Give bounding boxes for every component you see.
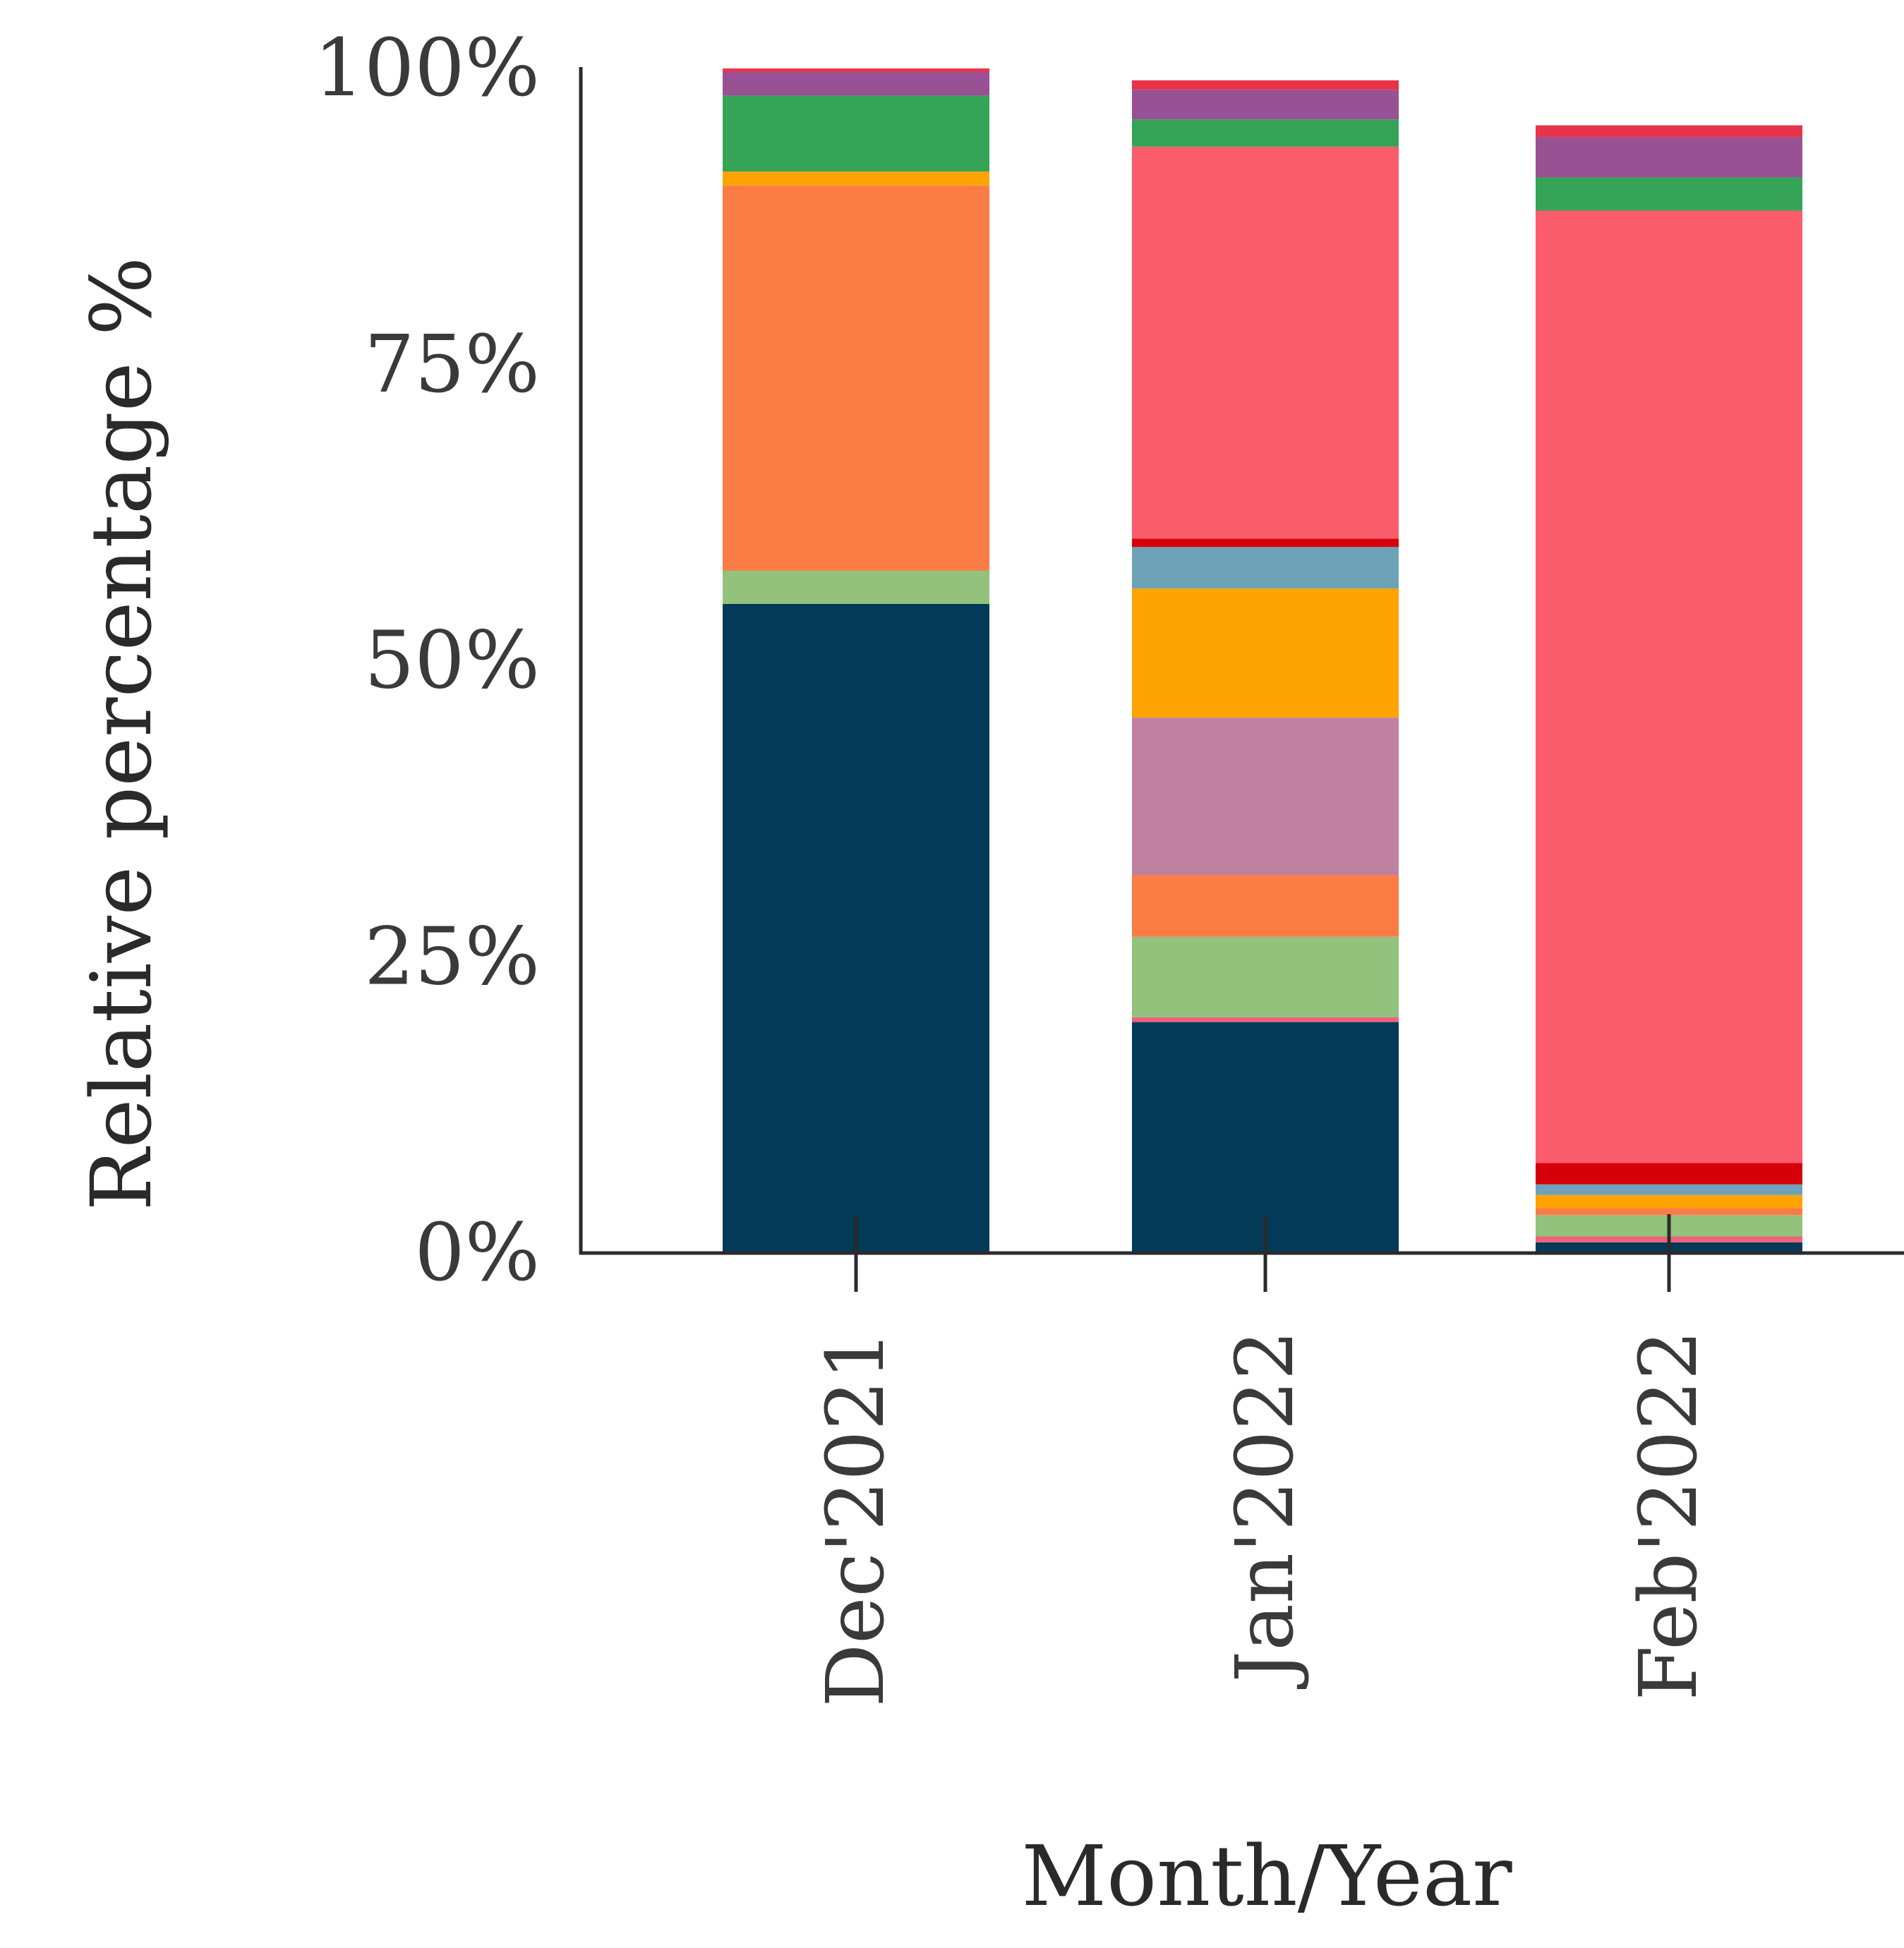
x-axis-title: Month/Year <box>1021 1827 1512 1925</box>
bar-segment-1-1 <box>723 603 989 1253</box>
y-tick-label-4: 75% <box>364 319 540 411</box>
bar-segment-2-10 <box>1132 119 1399 147</box>
bar-segment-1-4 <box>723 186 989 571</box>
bar-segment-2-4 <box>1132 875 1399 937</box>
bar-segment-2-3 <box>1132 936 1399 1017</box>
bar-segment-2-9 <box>1132 146 1399 539</box>
y-axis-title: Relative percentage % <box>73 257 170 1211</box>
bar-segment-3-12 <box>1536 125 1802 138</box>
x-tick-label-1: Dec'2021 <box>810 1330 902 1707</box>
bar-segment-1-10 <box>723 95 989 172</box>
axes-layer <box>579 67 1904 1292</box>
bar-segment-2-7 <box>1132 547 1399 589</box>
bar-segment-2-6 <box>1132 588 1399 718</box>
bar-segment-1-3 <box>723 570 989 604</box>
bar-segment-2-2 <box>1132 1017 1399 1022</box>
bar-segment-3-11 <box>1536 137 1802 178</box>
bar-segment-3-10 <box>1536 177 1802 211</box>
bar-segment-2-8 <box>1132 538 1399 548</box>
x-tick-label-2: Jan'2022 <box>1219 1330 1311 1690</box>
bar-segment-2-12 <box>1132 80 1399 90</box>
bar-segment-1-12 <box>723 68 989 73</box>
y-tick-label-5: 100% <box>314 23 540 114</box>
bar-segment-2-11 <box>1132 90 1399 120</box>
bar-segment-1-6 <box>723 171 989 186</box>
y-tick-label-1: 0% <box>414 1207 540 1299</box>
bars-layer <box>723 68 1802 1253</box>
x-tick-label-3: Feb'2022 <box>1623 1330 1715 1700</box>
y-tick-label-2: 25% <box>364 911 540 1003</box>
bar-segment-3-7 <box>1536 1184 1802 1195</box>
bar-segment-3-8 <box>1536 1163 1802 1185</box>
labels-layer: 0% 25% 50% 75% 100% Dec'2021 Jan'2022 Feb'2022 R… <box>73 23 1715 1925</box>
bar-segment-2-5 <box>1132 718 1399 876</box>
bar-segment-1-11 <box>723 72 989 96</box>
y-tick-label-3: 50% <box>364 615 540 707</box>
bar-segment-3-4 <box>1536 1208 1802 1216</box>
bar-segment-3-6 <box>1536 1194 1802 1209</box>
bar-segment-3-9 <box>1536 210 1802 1163</box>
